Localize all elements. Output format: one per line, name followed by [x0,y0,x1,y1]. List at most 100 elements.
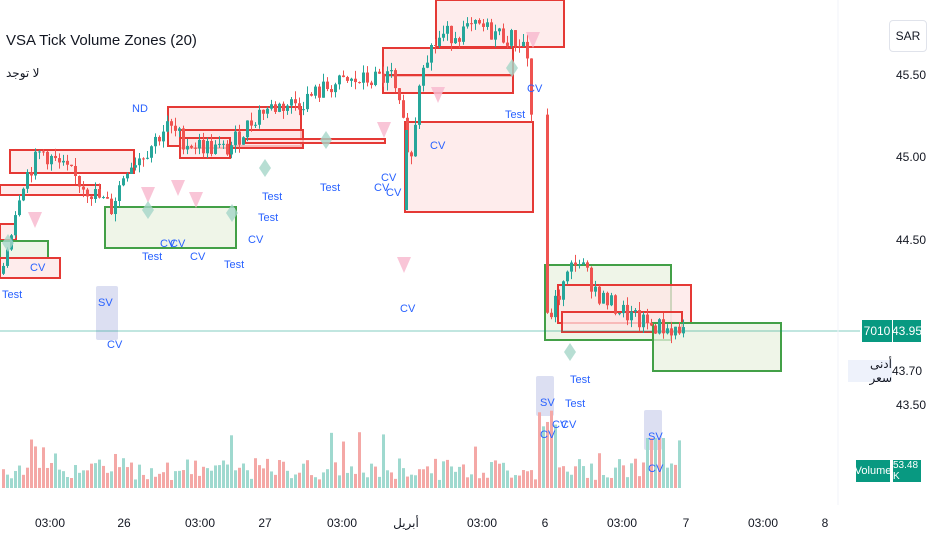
volume-bar [518,475,521,488]
candle-body [618,313,621,315]
volume-bar [226,464,229,488]
candle-body [138,158,141,166]
signal-label: ND [132,103,148,115]
candle-body [494,31,497,40]
candle-body [338,75,341,85]
volume-bar [362,472,365,488]
candle-body [670,328,673,336]
volume-bar [74,465,77,488]
volume-bar [194,460,197,488]
candle-body [458,38,461,42]
vsa-zones [0,0,782,450]
candle-body [290,99,293,106]
volume-bar [170,479,173,488]
volume-bar [86,470,89,488]
volume-bar [354,473,357,488]
candle-body [194,147,197,149]
volume-bar [658,438,661,488]
vsa-zone [435,0,565,48]
volume-bar [666,467,669,488]
candle-body [170,121,173,126]
candle-body [262,109,265,114]
candle-body [2,265,5,274]
vsa-zone [0,184,101,196]
candle-body [346,77,349,81]
candle-body [626,304,629,321]
candle-body [258,109,261,125]
volume-bar [46,467,49,488]
candle-body [86,189,89,197]
currency-badge[interactable]: SAR [889,20,927,52]
volume-bar [574,466,577,488]
down-triangle-marker [526,32,540,48]
candle-body [78,175,81,187]
volume-bar [662,438,665,488]
candle-body [50,155,53,165]
volume-bar [358,432,361,488]
volume-bar [90,463,93,488]
candle-body [298,103,301,110]
candle-body [382,73,385,83]
volume-bar [6,474,9,488]
price-tick: 44.50 [896,233,927,247]
time-tick: 03:00 [184,516,216,530]
candle-body [662,319,665,334]
volume-bar [590,463,593,488]
volume-bar [374,466,377,488]
candle-body [282,103,285,111]
volume-bar [270,471,273,488]
volume-bar [414,475,417,488]
candle-body [110,198,113,215]
candle-body [566,271,569,282]
volume-bar [250,478,253,488]
volume-bar [626,477,629,488]
candle-body [426,62,429,68]
candle-body [154,136,157,147]
indicator-title[interactable]: VSA Tick Volume Zones (20) [6,32,197,49]
candle-body [54,155,57,159]
signal-label: Test [570,374,590,386]
candle-body [654,325,657,334]
sv-highlight [96,286,118,340]
time-tick: 27 [258,516,272,530]
volume-bar [102,465,105,488]
volume-bar [674,464,677,488]
candle-body [622,304,625,314]
candle-body [594,286,597,292]
candle-body [210,141,213,154]
signal-label: CV [430,140,446,152]
volume-bar [282,461,285,488]
volume-bar [34,446,37,488]
diamond-marker [226,204,238,222]
volume-bar [566,471,569,488]
volume-bar [94,463,97,488]
volume-bar [14,470,17,488]
candle-body [666,328,669,334]
candle-body [30,171,33,176]
volume-bar [382,434,385,488]
candle-body [374,71,377,86]
volume-bar [274,474,277,488]
volume-bar [522,470,525,488]
volume-bar [78,472,81,488]
volume-bar [550,410,553,488]
volume-bar [118,467,121,488]
candle-body [18,200,21,216]
candle-body [126,173,129,179]
signal-label: Test [224,259,244,271]
volume-bar [166,462,169,488]
volume-bar [150,468,153,488]
volume-bar [130,462,133,488]
volume-bar [542,426,545,488]
volume-bar [638,476,641,488]
volume-bars [2,410,681,488]
candle-body [190,145,193,148]
candle-body [146,157,149,159]
candlesticks [2,17,685,344]
volume-bar [278,460,281,488]
signal-label: Test [142,251,162,263]
volume-bar [426,466,429,488]
candle-body [490,22,493,40]
candle-body [286,105,289,111]
